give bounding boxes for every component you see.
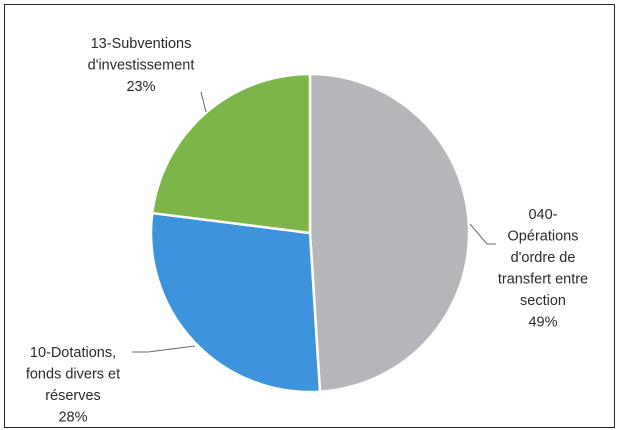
- data-label-line: d'ordre de: [511, 250, 576, 266]
- leader-line-dotations: [132, 345, 196, 353]
- pie-slice-dotations: [149, 211, 322, 394]
- data-label-line: 10-Dotations,: [30, 345, 116, 361]
- data-label-line: 040-: [528, 207, 557, 223]
- data-label-percent: 49%: [528, 315, 557, 331]
- data-label-line: fonds divers et: [26, 367, 120, 383]
- data-label-subventions: 13-Subventions d'investissement 23%: [88, 36, 195, 95]
- data-label-dotations: 10-Dotations, fonds divers et réserves 28%: [26, 345, 120, 426]
- data-label-line: Opérations: [508, 229, 579, 245]
- data-label-line: transfert entre: [498, 272, 588, 288]
- data-label-operations-ordre: 040- Opérations d'ordre de transfert entre s…: [498, 207, 588, 331]
- pie-slice-subventions: [150, 72, 312, 235]
- data-label-percent: 28%: [58, 410, 87, 426]
- pie-slice-operations-ordre: [308, 72, 471, 394]
- data-label-line: 13-Subventions: [91, 36, 192, 52]
- data-label-line: section: [520, 293, 566, 309]
- leader-line-subventions: [200, 91, 207, 113]
- data-label-percent: 23%: [126, 79, 155, 95]
- leader-line-operations-ordre: [469, 223, 496, 245]
- data-label-line: réserves: [45, 388, 101, 404]
- data-label-line: d'investissement: [88, 58, 195, 74]
